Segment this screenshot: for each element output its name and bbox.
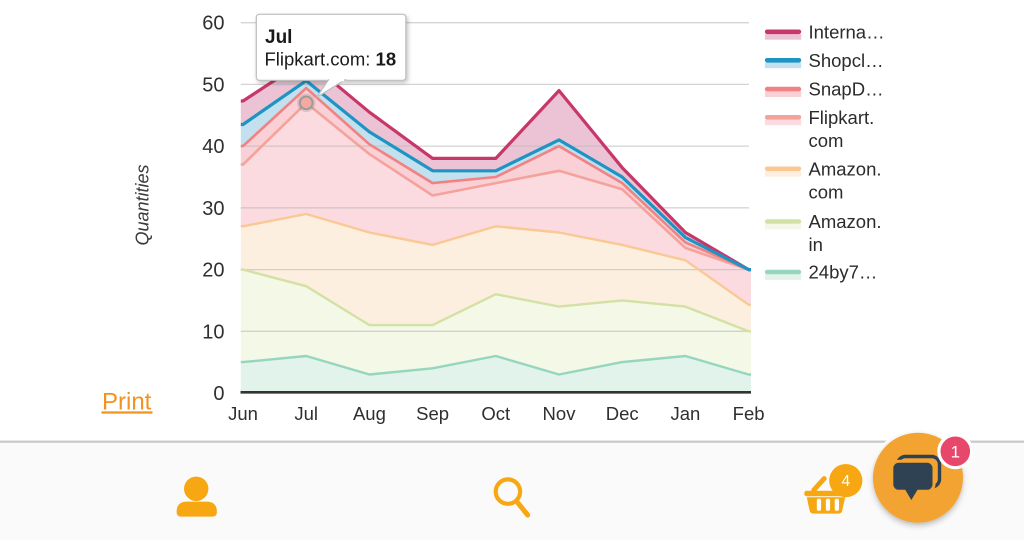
svg-text:Shopcl…: Shopcl… <box>809 50 884 71</box>
svg-text:Oct: Oct <box>481 403 510 424</box>
svg-text:Quantities: Quantities <box>133 164 153 245</box>
svg-text:Amazon.: Amazon. <box>809 158 882 179</box>
svg-text:60: 60 <box>202 13 224 35</box>
svg-text:24by7…: 24by7… <box>809 262 878 283</box>
svg-text:Jan: Jan <box>670 403 700 424</box>
svg-text:Amazon.: Amazon. <box>809 211 882 232</box>
svg-text:com: com <box>809 130 844 151</box>
svg-text:20: 20 <box>202 260 224 282</box>
svg-text:Aug: Aug <box>353 403 386 424</box>
svg-text:Jul: Jul <box>265 27 292 48</box>
svg-text:com: com <box>809 181 844 202</box>
svg-text:0: 0 <box>213 383 224 405</box>
svg-text:Interna…: Interna… <box>809 21 885 42</box>
svg-text:in: in <box>809 234 823 255</box>
svg-text:Flipkart.com: 18: Flipkart.com: 18 <box>265 49 397 70</box>
svg-text:1: 1 <box>951 442 960 461</box>
svg-text:4: 4 <box>841 473 850 490</box>
svg-text:10: 10 <box>202 321 224 343</box>
svg-text:Print: Print <box>102 389 152 416</box>
svg-text:40: 40 <box>202 136 224 158</box>
svg-text:50: 50 <box>202 74 224 96</box>
svg-text:Jun: Jun <box>228 403 258 424</box>
svg-text:Sep: Sep <box>416 403 449 424</box>
svg-text:Feb: Feb <box>733 403 765 424</box>
svg-text:Jul: Jul <box>294 403 318 424</box>
svg-text:Nov: Nov <box>543 403 577 424</box>
svg-text:Dec: Dec <box>606 403 639 424</box>
svg-text:30: 30 <box>202 198 224 220</box>
svg-text:SnapD…: SnapD… <box>809 79 884 100</box>
svg-text:Flipkart.: Flipkart. <box>809 107 875 128</box>
